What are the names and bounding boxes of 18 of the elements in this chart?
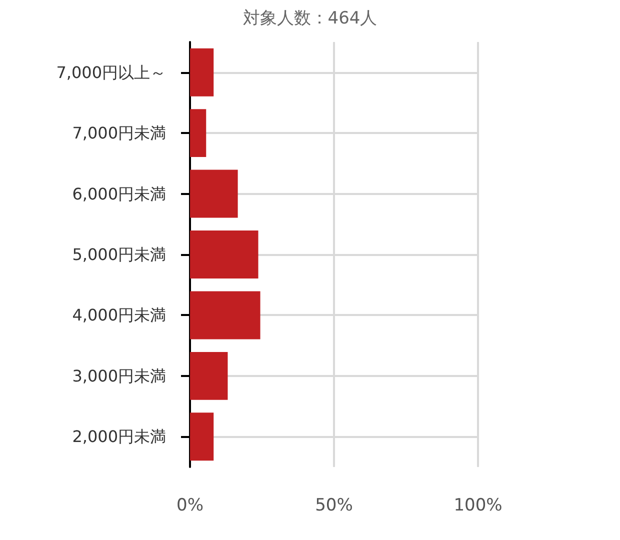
x-tick-label: 0%	[176, 496, 204, 516]
bar	[190, 352, 228, 400]
bar	[190, 291, 260, 340]
y-tick-label: 7,000円未満	[72, 124, 166, 143]
bar	[190, 109, 206, 158]
y-tick-label: 2,000円未満	[72, 427, 166, 446]
bar	[190, 412, 214, 461]
y-tick-label: 6,000円未満	[72, 184, 166, 204]
x-tick-label: 50%	[315, 496, 353, 516]
bar	[190, 48, 214, 96]
y-tick-label: 7,000円以上～	[56, 62, 166, 82]
y-tick-label: 3,000円未満	[72, 366, 166, 386]
y-tick-label: 5,000円未満	[72, 245, 166, 264]
bar	[190, 230, 258, 278]
y-tick-label: 4,000円未満	[72, 306, 166, 325]
bar	[190, 170, 238, 218]
chart-title: 対象人数：464人	[242, 8, 378, 28]
x-tick-label: 100%	[454, 496, 502, 516]
